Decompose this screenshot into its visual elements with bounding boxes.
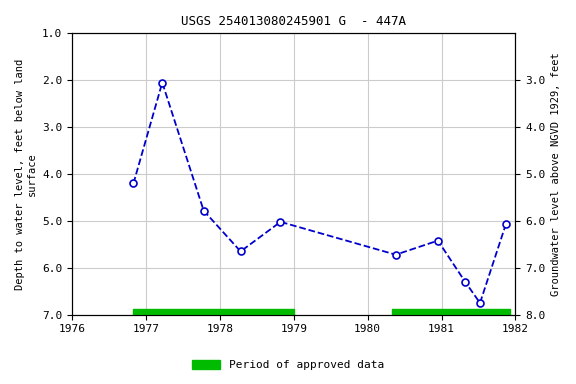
- Y-axis label: Groundwater level above NGVD 1929, feet: Groundwater level above NGVD 1929, feet: [551, 52, 561, 296]
- Title: USGS 254013080245901 G  - 447A: USGS 254013080245901 G - 447A: [181, 15, 406, 28]
- Legend: Period of approved data: Period of approved data: [188, 356, 388, 375]
- Y-axis label: Depth to water level, feet below land
surface: Depth to water level, feet below land su…: [15, 58, 37, 290]
